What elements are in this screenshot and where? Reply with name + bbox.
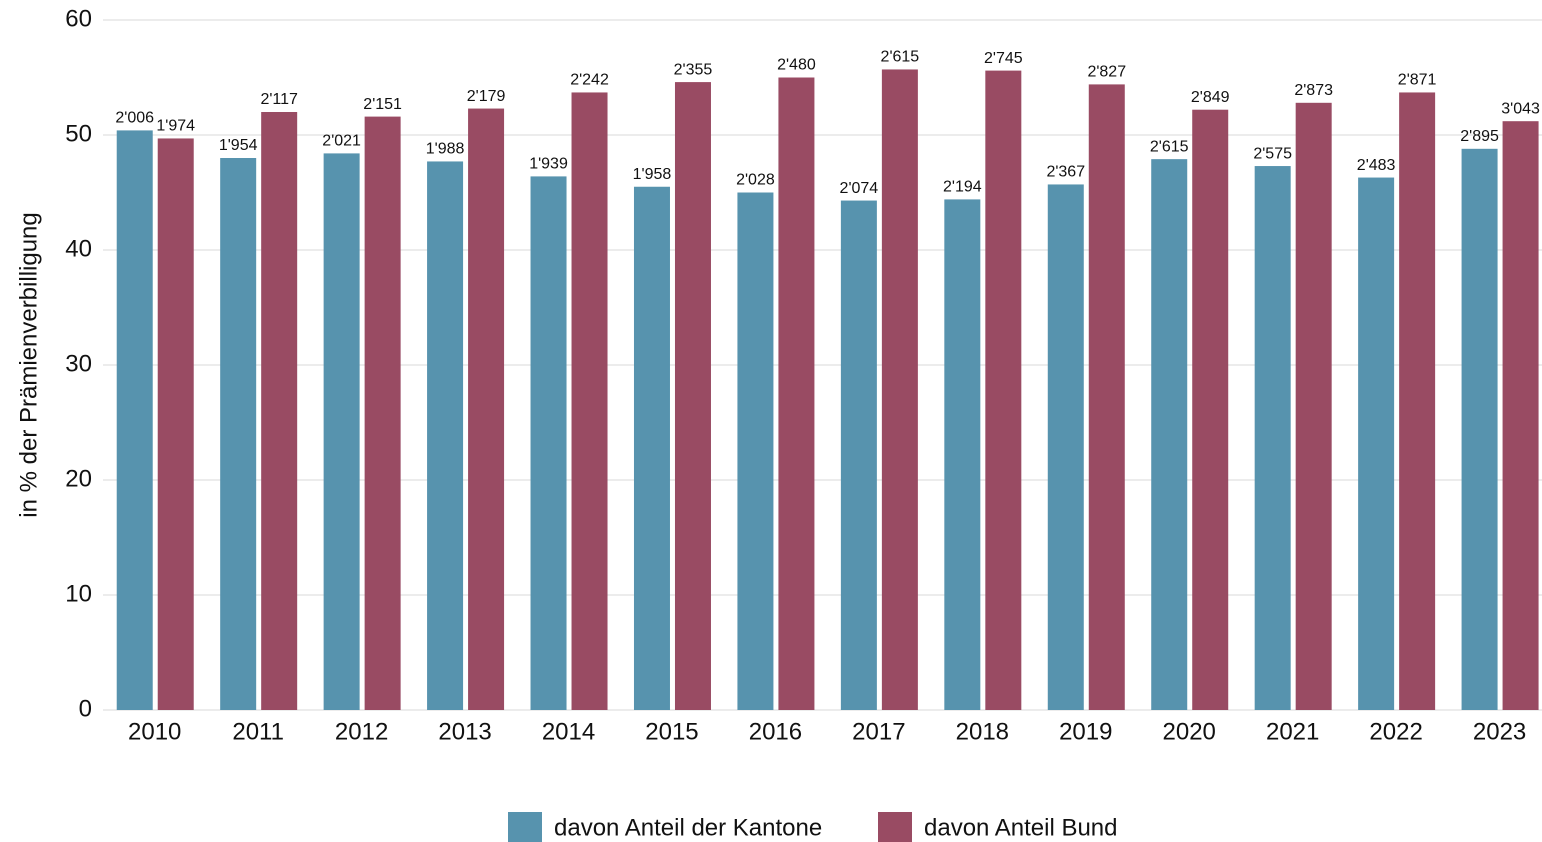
bar (1254, 166, 1291, 711)
bar (1461, 148, 1498, 711)
x-tick-label: 2016 (749, 718, 802, 745)
bar (1192, 109, 1229, 710)
x-tick-label: 2011 (232, 718, 284, 745)
x-tick-label: 2020 (1163, 718, 1216, 745)
bar (944, 199, 981, 710)
x-tick-label: 2010 (128, 718, 181, 745)
bar (220, 158, 257, 710)
data-label: 1'954 (219, 137, 258, 154)
data-label: 1'958 (633, 166, 672, 183)
bar (1088, 84, 1125, 710)
bar (633, 186, 670, 710)
x-tick-label: 2018 (956, 718, 1009, 745)
data-label: 2'849 (1191, 89, 1230, 106)
legend-swatch (508, 812, 542, 842)
data-label: 2'873 (1294, 82, 1333, 99)
bar (427, 161, 464, 710)
data-label: 2'615 (1150, 138, 1189, 155)
y-tick-label: 0 (79, 695, 92, 722)
bar (530, 176, 567, 710)
x-tick-label: 2012 (335, 718, 388, 745)
y-axis-title: in % der Prämienverbilligung (15, 212, 42, 517)
data-label: 2'194 (943, 179, 982, 196)
bar (1399, 92, 1436, 710)
bar (1358, 177, 1395, 711)
bar (1502, 121, 1539, 710)
data-label: 2'895 (1460, 128, 1499, 145)
bar (985, 70, 1022, 711)
data-label: 2'074 (840, 180, 879, 197)
y-tick-label: 40 (65, 235, 92, 262)
legend-label: davon Anteil der Kantone (554, 814, 822, 841)
data-label: 2'355 (674, 61, 713, 78)
y-tick-label: 60 (65, 5, 92, 32)
x-tick-label: 2017 (852, 718, 905, 745)
bar (468, 108, 505, 711)
bar (571, 92, 608, 710)
bar (157, 138, 194, 710)
data-label: 2'745 (984, 50, 1023, 67)
data-label: 2'483 (1357, 157, 1396, 174)
bar (1151, 159, 1188, 710)
bar (323, 153, 360, 710)
data-label: 2'827 (1087, 64, 1126, 81)
x-tick-label: 2021 (1266, 718, 1319, 745)
y-tick-label: 50 (65, 120, 92, 147)
data-label: 1'974 (156, 118, 195, 135)
bar (840, 200, 877, 711)
bar (674, 82, 711, 711)
data-label: 2'871 (1398, 72, 1437, 89)
data-label: 2'242 (570, 72, 609, 89)
x-tick-label: 2015 (645, 718, 698, 745)
bar (778, 77, 815, 710)
bar (737, 192, 774, 710)
bar (1047, 184, 1084, 710)
y-tick-label: 10 (65, 580, 92, 607)
data-label: 2'117 (260, 91, 298, 108)
data-label: 1'939 (529, 156, 568, 173)
data-label: 2'151 (363, 96, 402, 113)
bar (261, 112, 298, 710)
data-label: 2'028 (736, 172, 775, 189)
x-tick-label: 2013 (438, 718, 491, 745)
x-tick-label: 2014 (542, 718, 595, 745)
x-tick-label: 2019 (1059, 718, 1112, 745)
bar (1295, 102, 1332, 711)
data-label: 2'575 (1253, 145, 1292, 162)
data-label: 2'021 (322, 133, 361, 150)
legend-label: davon Anteil Bund (924, 814, 1118, 841)
x-tick-label: 2023 (1473, 718, 1526, 745)
data-label: 2'480 (777, 57, 816, 74)
bar (116, 130, 153, 710)
data-label: 2'179 (467, 88, 506, 105)
data-label: 2'006 (115, 110, 154, 127)
x-tick-label: 2022 (1369, 718, 1422, 745)
data-label: 3'043 (1501, 100, 1540, 117)
data-label: 2'615 (881, 49, 920, 66)
bar (364, 116, 401, 711)
bar (881, 69, 918, 710)
y-tick-label: 20 (65, 465, 92, 492)
legend-swatch (878, 812, 912, 842)
data-label: 1'988 (426, 141, 465, 158)
y-tick-label: 30 (65, 350, 92, 377)
data-label: 2'367 (1046, 164, 1085, 181)
